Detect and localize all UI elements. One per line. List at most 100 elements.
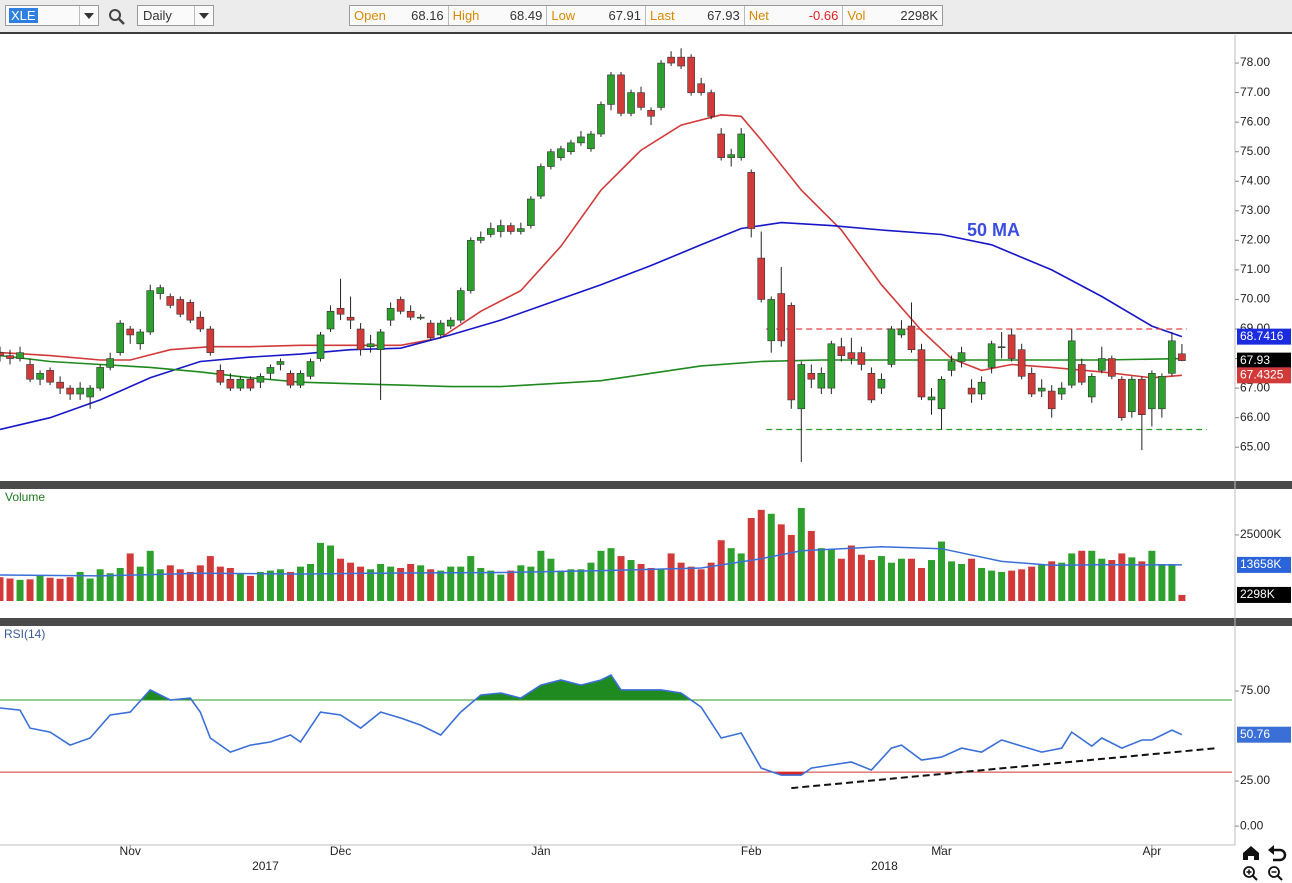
volume-bar: [1028, 566, 1036, 601]
candle-body: [747, 172, 756, 229]
field-label: Vol: [847, 8, 866, 23]
candle-body: [767, 299, 776, 342]
interval-select[interactable]: Daily: [137, 5, 214, 26]
field-value: 68.16: [411, 8, 444, 23]
volume-bar: [347, 562, 355, 601]
candle-body: [246, 378, 255, 389]
candle-body: [497, 225, 505, 232]
volume-bar: [397, 567, 405, 601]
candle-body: [256, 375, 265, 383]
candle-body: [617, 74, 625, 114]
volume-bar: [547, 558, 555, 601]
candle-body: [26, 364, 34, 380]
zoom-out-button[interactable]: [1268, 866, 1283, 881]
volume-bar: [887, 562, 895, 601]
panel: [0, 673, 1232, 776]
volume-bar: [847, 545, 855, 601]
volume-bar: [56, 578, 64, 601]
volume-bar: [337, 558, 345, 601]
panel-separator: [0, 618, 1292, 626]
volume-bar: [817, 548, 825, 601]
volume-bar: [467, 556, 475, 601]
candle-body: [987, 343, 996, 368]
candle-body: [466, 240, 475, 291]
volume-bar: [557, 570, 565, 601]
quote-fields: Open 68.16 High 68.49 Low 67.91 Last 67.93 N…: [349, 5, 943, 26]
volume-bar: [1168, 564, 1176, 601]
y-tick-label: 67.00: [1240, 380, 1270, 394]
volume-bar: [46, 577, 54, 601]
volume-bar: [928, 560, 936, 601]
zoom-in-button[interactable]: [1243, 866, 1258, 881]
volume-bar: [637, 564, 645, 601]
volume-bar: [286, 571, 294, 601]
candle-body: [647, 110, 655, 117]
candle-body: [1057, 387, 1066, 395]
volume-bar: [867, 560, 875, 601]
symbol-dropdown[interactable]: [79, 6, 98, 25]
volume-bar: [1038, 564, 1046, 601]
volume-bar: [236, 573, 244, 601]
panel-title: Volume: [5, 490, 45, 504]
volume-bar: [917, 567, 925, 601]
candle-body: [336, 308, 345, 315]
volume-bar: [667, 553, 675, 601]
field: Vol 2298K: [843, 6, 942, 25]
volume-bar: [96, 569, 104, 601]
search-icon[interactable]: [108, 8, 126, 26]
moving-average: [0, 221, 1183, 431]
trend-line: [791, 747, 1218, 790]
candle-body: [757, 257, 766, 300]
candle-body: [66, 387, 74, 395]
panel: [0, 48, 1207, 462]
volume-bar: [727, 548, 735, 601]
x-tick-label: Dec: [330, 844, 351, 858]
volume-bar: [677, 562, 685, 601]
year-label: 2017: [252, 859, 279, 873]
x-tick-label: Feb: [741, 844, 762, 858]
volume-bar: [266, 570, 274, 601]
last-value-tag: [1237, 556, 1291, 573]
candle-body: [1027, 373, 1036, 395]
candle-body: [607, 74, 615, 105]
candle-body: [16, 352, 24, 359]
candle-body: [957, 352, 966, 362]
volume-bar: [687, 566, 695, 601]
volume-bar: [567, 569, 575, 601]
candle-body: [937, 378, 946, 410]
candle-body: [116, 322, 124, 353]
volume-bar: [126, 553, 134, 601]
volume-bar: [907, 558, 915, 601]
volume-bar: [948, 561, 956, 601]
undo-button[interactable]: [1268, 845, 1287, 862]
y-tick-label: 75.00: [1240, 683, 1270, 697]
candle-body: [507, 225, 515, 232]
x-tick-label: Mar: [931, 844, 952, 858]
symbol-input[interactable]: XLE: [5, 5, 99, 26]
candle-body: [1047, 390, 1056, 410]
volume-bar: [787, 534, 795, 601]
volume-bar: [777, 524, 785, 601]
candle-body: [917, 349, 926, 398]
field: Low 67.91: [547, 6, 647, 25]
candle-body: [627, 92, 635, 114]
candle-body: [146, 290, 155, 333]
field: Open 68.16: [350, 6, 449, 25]
field-label: Open: [354, 8, 386, 23]
candle-body: [707, 92, 715, 117]
volume-bar: [897, 558, 905, 601]
candle-body: [386, 308, 395, 321]
volume-bar: [447, 566, 455, 601]
last-value-tag: [1237, 352, 1291, 369]
volume-bar: [1178, 594, 1186, 601]
x-tick-label: Nov: [120, 844, 141, 858]
candle-body: [356, 328, 365, 350]
candle-body: [1017, 349, 1026, 377]
candle-body: [96, 367, 104, 389]
interval-dropdown[interactable]: [194, 6, 213, 25]
volume-bar: [477, 567, 485, 601]
volume-bar: [717, 540, 725, 601]
candle-body: [827, 343, 836, 389]
home-button[interactable]: [1243, 846, 1259, 860]
candle-body: [967, 387, 976, 395]
